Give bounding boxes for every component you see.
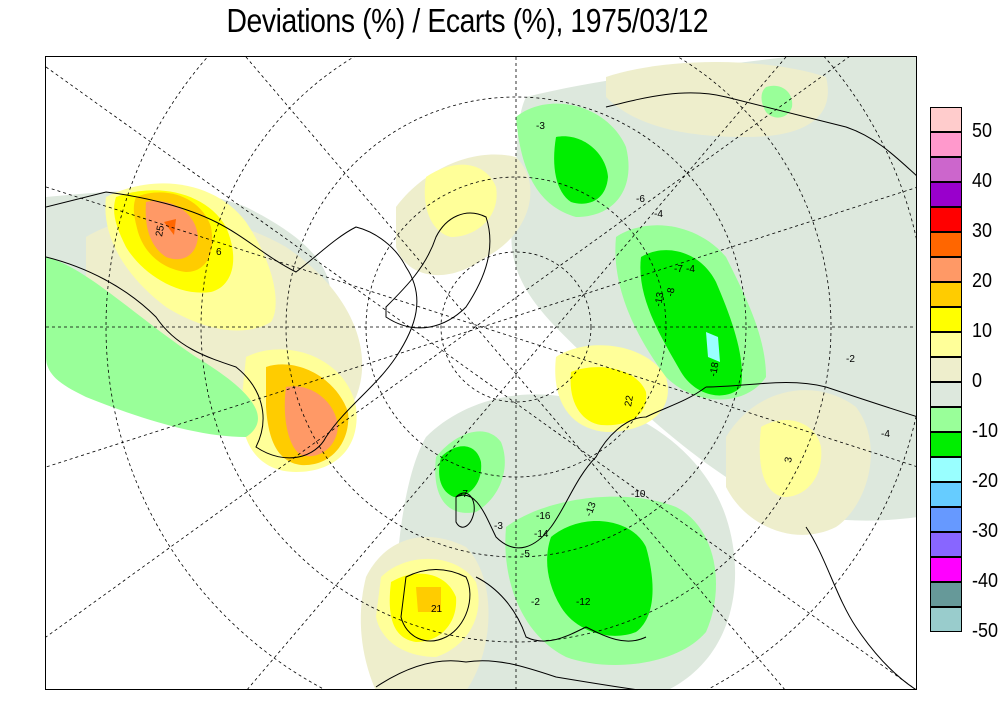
legend-swatch <box>930 107 962 132</box>
coastline-africa <box>375 526 916 689</box>
legend-swatch <box>930 507 962 532</box>
anomaly-pos-alaska-30 <box>164 219 176 235</box>
deviation-map: 25 -6 -4 -7 -4 -13 -18 -2 -4 22 -7 -13 -… <box>45 56 917 690</box>
contour-label: -3 <box>494 521 503 532</box>
contour-label: -6 <box>636 194 645 205</box>
anomaly-neg-urals-25 <box>706 332 720 362</box>
legend-label: 20 <box>972 270 993 292</box>
legend-label: 50 <box>972 120 993 142</box>
map-svg: 25 -6 -4 -7 -4 -13 -18 -2 -4 22 -7 -13 -… <box>46 57 916 689</box>
contour-label: -16 <box>536 511 551 522</box>
anomaly-pos-asia-10 <box>759 419 822 497</box>
legend-label: 0 <box>972 370 983 392</box>
legend-swatch <box>930 207 962 232</box>
contour-label: 22 <box>623 394 636 407</box>
contour-label: -8 <box>665 286 677 297</box>
meridian-45b <box>46 57 850 638</box>
contour-label: -13 <box>653 291 666 308</box>
coastline-iberia <box>400 569 471 642</box>
legend-label: 10 <box>972 320 993 342</box>
coastlines <box>46 92 916 689</box>
meridian-45a <box>46 66 916 689</box>
contour-label: -4 <box>686 264 695 275</box>
contour-label: -2 <box>846 354 855 365</box>
legend-swatch <box>930 282 962 307</box>
contour-label: -12 <box>576 597 591 608</box>
anomaly-pos-scandinavia-15 <box>570 367 647 426</box>
legend-swatch <box>930 332 962 357</box>
anomaly-neg-atlantic-15 <box>439 446 482 497</box>
legend-label: -30 <box>972 520 999 542</box>
legend-label: -40 <box>972 570 999 592</box>
legend-swatch <box>930 232 962 257</box>
contour-label: -5 <box>521 549 530 560</box>
legend-swatch <box>930 482 962 507</box>
anomaly-neg-arctic-small <box>761 85 793 118</box>
contour-label: -4 <box>654 209 663 220</box>
coastline-asia <box>605 92 916 417</box>
coastline-europe <box>455 386 707 642</box>
legend-label: -50 <box>972 620 999 642</box>
legend-swatch <box>930 432 962 457</box>
anomaly-pos-iberia-20 <box>416 587 441 612</box>
map-title: Deviations (%) / Ecarts (%), 1975/03/12 <box>226 2 709 39</box>
legend-swatch <box>930 407 962 432</box>
latitude-circle-80 <box>440 251 592 403</box>
legend-swatch <box>930 157 962 182</box>
legend-swatch <box>930 457 962 482</box>
contour-label: -10 <box>631 489 646 500</box>
contour-label: -3 <box>536 121 545 132</box>
contour-label: -14 <box>534 529 549 540</box>
legend-swatch <box>930 182 962 207</box>
contour-label: 3 <box>783 456 795 464</box>
coastline-north-america <box>46 191 418 459</box>
legend-swatch <box>930 607 962 632</box>
contour-label: -7 <box>459 489 468 500</box>
graticule <box>46 57 916 689</box>
contour-label: -2 <box>531 597 540 608</box>
legend-swatch <box>930 582 962 607</box>
meridian-60b <box>46 187 916 468</box>
positive-anomalies <box>105 164 822 657</box>
anomaly-neg-siberia-15 <box>554 136 608 204</box>
contour-label: -18 <box>708 361 721 378</box>
legend-swatch <box>930 382 962 407</box>
legend-label: -20 <box>972 470 999 492</box>
legend-label: 30 <box>972 220 993 242</box>
legend-swatch <box>930 532 962 557</box>
region-beige-arctic <box>606 62 828 137</box>
legend-swatch <box>930 257 962 282</box>
negative-anomalies <box>46 85 793 665</box>
contour-label: 6 <box>216 247 222 258</box>
contour-label: 21 <box>431 604 443 615</box>
coastline-britain <box>455 492 475 528</box>
legend-label: -10 <box>972 420 999 442</box>
legend-swatch <box>930 307 962 332</box>
legend-label: 40 <box>972 170 993 192</box>
contour-label: -4 <box>881 429 890 440</box>
legend-swatch <box>930 132 962 157</box>
legend-swatch <box>930 357 962 382</box>
meridian-30b <box>247 57 787 689</box>
legend-swatch <box>930 557 962 582</box>
coastline-greenland <box>385 212 491 329</box>
anomaly-pos-greenland-10 <box>424 164 497 237</box>
contour-label: -13 <box>583 500 598 518</box>
contour-label: -7 <box>674 264 683 275</box>
contour-label: 25 <box>154 224 167 237</box>
contour-labels: 25 -6 -4 -7 -4 -13 -18 -2 -4 22 -7 -13 -… <box>154 121 890 615</box>
anomaly-neg-pacific-10 <box>46 257 258 437</box>
